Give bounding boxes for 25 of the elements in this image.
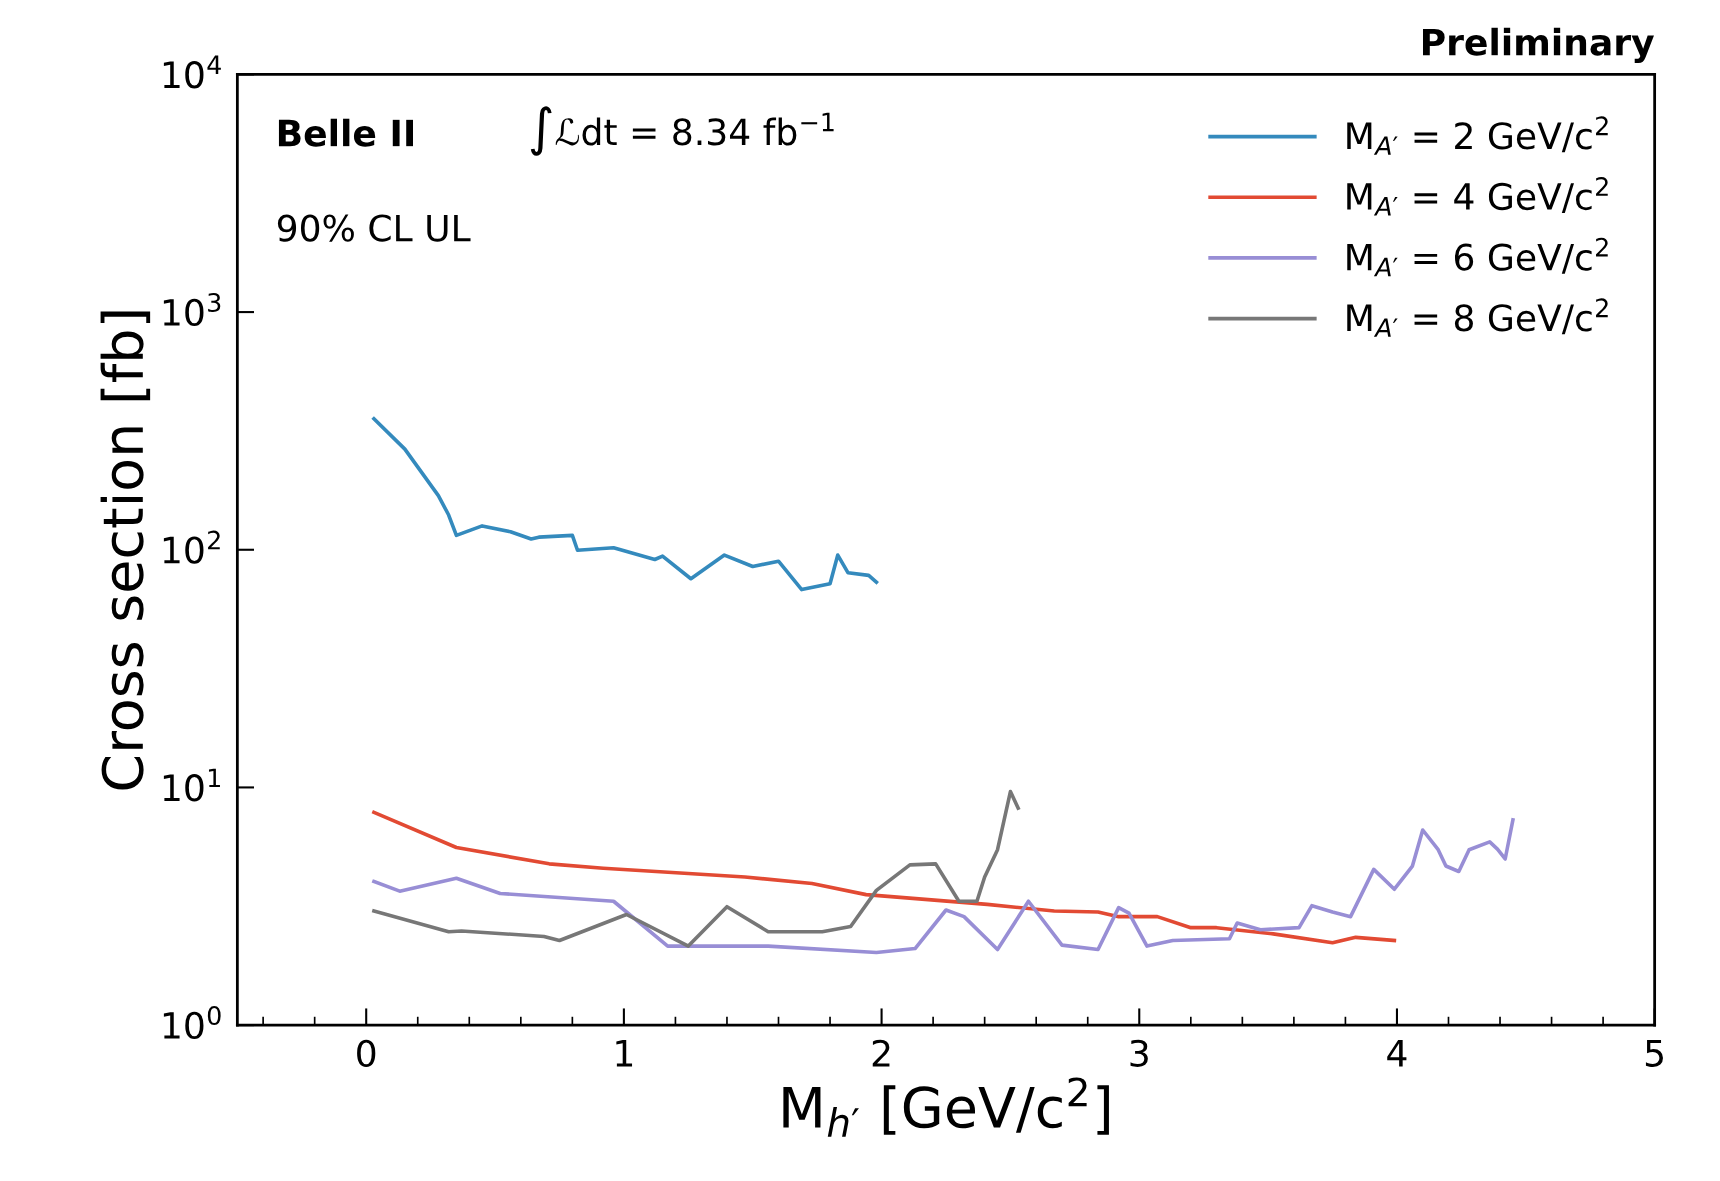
x-tick-label: 0 — [357, 1039, 376, 1067]
x-tick-label: 2 — [872, 1039, 890, 1067]
x-tick-label: 3 — [1130, 1039, 1148, 1067]
annotation: ∫ℒdt = 8.34 fb$^{−1}$ — [530, 106, 834, 156]
legend-label: M$_{A′}$ = 6 GeV/c$^{2}$ — [1347, 237, 1608, 277]
line-series — [372, 789, 1020, 948]
y-axis-title: Cross section [fb] — [100, 311, 151, 790]
line-series — [372, 416, 879, 592]
text: Preliminary — [1423, 27, 1654, 63]
y-tick-label: 10$^{1}$ — [163, 768, 220, 802]
legend-label: M$_{A′}$ = 2 GeV/c$^{2}$ — [1347, 116, 1608, 155]
annotation: Belle II — [278, 118, 413, 147]
y-tick-label: 10$^{3}$ — [163, 292, 221, 327]
y-tick-label: 10$^{4}$ — [163, 55, 221, 89]
y-tick-label: 10$^{0}$ — [163, 1005, 221, 1040]
x-tick-label: 1 — [616, 1040, 633, 1067]
x-tick-label: 5 — [1645, 1040, 1663, 1067]
line-series — [372, 818, 1515, 955]
legend-label: M$_{A′}$ = 4 GeV/c$^{2}$ — [1347, 177, 1608, 216]
x-tick-label: 4 — [1387, 1040, 1407, 1067]
legend-label: M$_{A′}$ = 8 GeV/c$^{2}$ — [1347, 298, 1608, 337]
line-series — [372, 810, 1397, 945]
y-tick-label: 10$^{2}$ — [163, 530, 220, 564]
annotation: 90% CL UL — [277, 214, 471, 242]
x-axis-title: M$_{h′}$ [GeV/c$^{2}$] — [783, 1077, 1109, 1137]
